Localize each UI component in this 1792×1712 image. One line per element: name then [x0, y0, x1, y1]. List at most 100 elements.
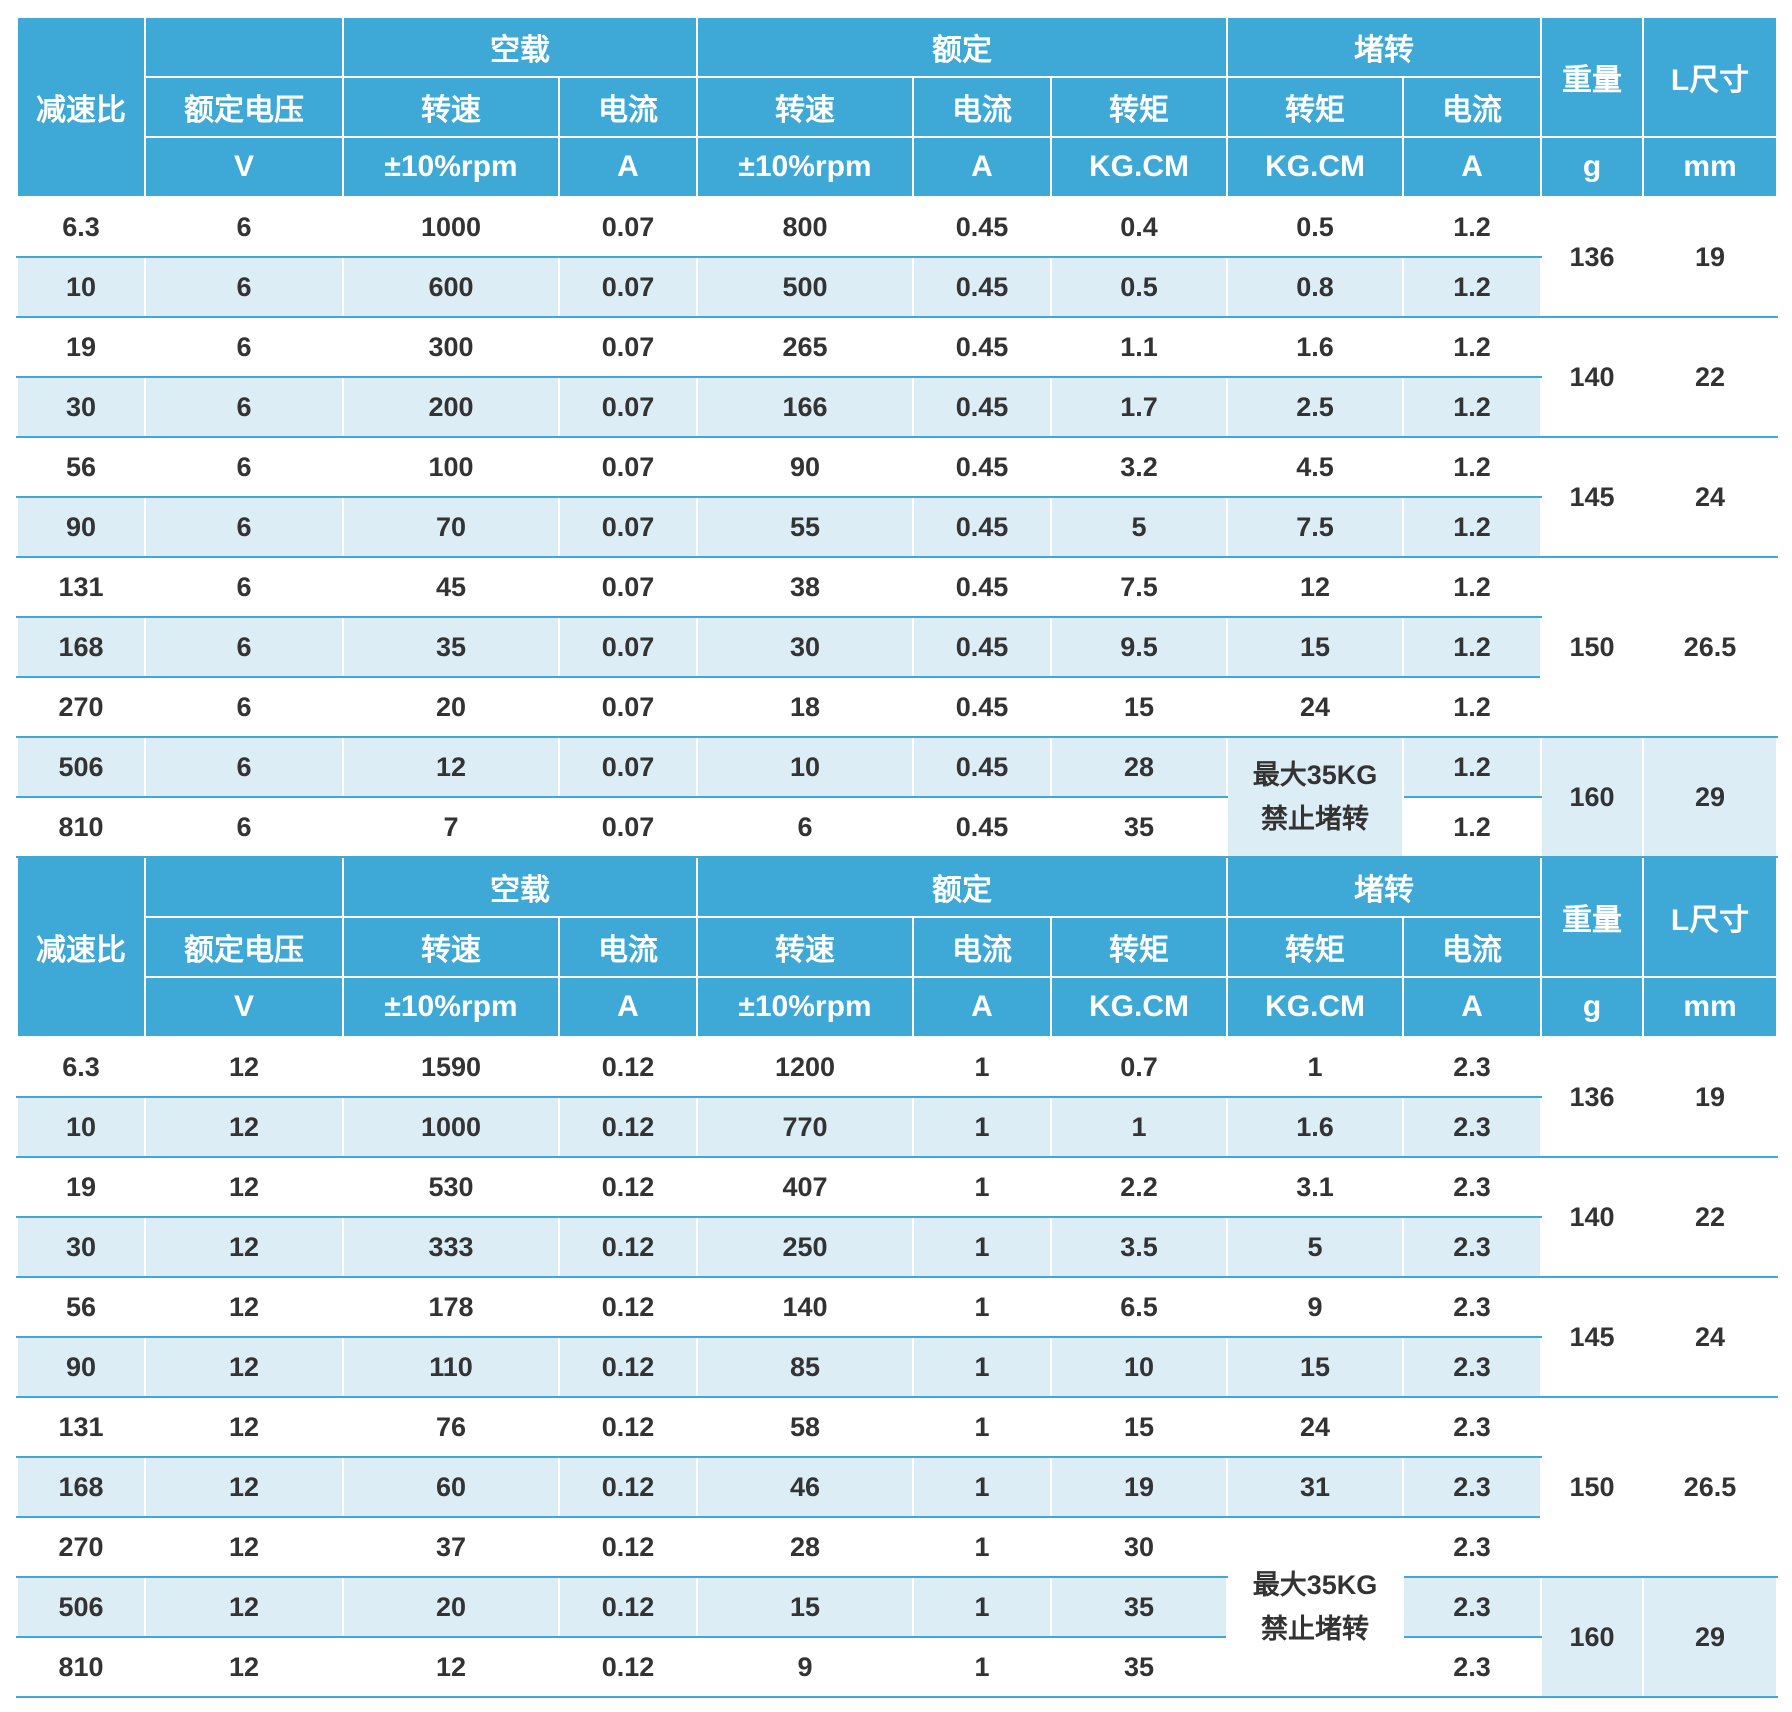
table-row: 19 12 530 0.12 407 1 2.2 3.1 2.3 140 22	[16, 1156, 1779, 1278]
unit-r-current: A	[912, 976, 1052, 1038]
cell-weight: 140	[1540, 1156, 1645, 1278]
unit-size: mm	[1642, 976, 1779, 1038]
cell-r-speed: 265	[696, 316, 914, 378]
cell-s-current: 1.2	[1402, 796, 1543, 858]
cell-nl-speed: 70	[342, 496, 560, 558]
cell-weight: 150	[1540, 556, 1645, 738]
cell-s-current: 2.3	[1402, 1396, 1543, 1458]
cell-nl-current: 0.07	[558, 736, 698, 798]
stall-note: 最大35KG 禁止堵转	[1226, 736, 1405, 858]
cell-s-current: 2.3	[1402, 1456, 1543, 1518]
cell-r-speed: 6	[696, 796, 914, 858]
header-size: L尺寸	[1642, 856, 1779, 978]
header-no-load: 空载	[342, 16, 698, 78]
cell-nl-current: 0.12	[558, 1216, 698, 1278]
cell-r-speed: 1200	[696, 1036, 914, 1098]
cell-r-current: 1	[912, 1456, 1052, 1518]
cell-ratio: 90	[16, 496, 146, 558]
cell-r-torque: 0.4	[1049, 196, 1229, 258]
table-6v-header: 减速比 空载 额定 堵转 重量 L尺寸 额定电压 转速 电流 转速 电流 转矩 …	[16, 16, 1779, 198]
cell-nl-speed: 76	[342, 1396, 560, 1458]
header-r-speed: 转速	[696, 76, 914, 138]
header-nl-current: 电流	[558, 76, 698, 138]
table-row: 810 12 12 0.12 9 1 35 2.3	[16, 1636, 1777, 1698]
table-row: 810 6 7 0.07 6 0.45 35 1.2	[16, 796, 1777, 858]
stall-note-line2: 禁止堵转	[1261, 1614, 1370, 1644]
cell-r-torque: 7.5	[1049, 556, 1229, 618]
table-row: 131 6 45 0.07 38 0.45 7.5 12 1.2 150 26.…	[16, 556, 1779, 738]
cell-s-torque: 1.6	[1226, 316, 1405, 378]
header-nl-speed: 转速	[342, 916, 560, 978]
unit-nl-speed: ±10%rpm	[342, 136, 560, 198]
cell-r-speed: 250	[696, 1216, 914, 1278]
cell-nl-speed: 20	[342, 1576, 560, 1638]
spec-sheet: 减速比 空载 额定 堵转 重量 L尺寸 额定电压 转速 电流 转速 电流 转矩 …	[16, 16, 1779, 1698]
cell-ratio: 19	[16, 1156, 146, 1218]
cell-r-current: 0.45	[912, 556, 1052, 618]
cell-s-current: 1.2	[1402, 496, 1543, 558]
cell-nl-speed: 600	[342, 256, 560, 318]
cell-size: 29	[1642, 736, 1779, 858]
cell-s-current: 2.3	[1402, 1156, 1543, 1218]
cell-r-speed: 770	[696, 1096, 914, 1158]
cell-ratio: 810	[16, 796, 146, 858]
cell-voltage: 12	[144, 1576, 344, 1638]
cell-ratio: 131	[16, 556, 146, 618]
cell-r-torque: 28	[1049, 736, 1229, 798]
cell-r-current: 0.45	[912, 196, 1052, 258]
unit-s-current: A	[1402, 136, 1543, 198]
cell-ratio: 168	[16, 1456, 146, 1518]
table-row: 90 12 110 0.12 85 1 10 15 2.3	[16, 1336, 1777, 1398]
table-row: 56 12 178 0.12 140 1 6.5 9 2.3 145 24	[16, 1276, 1779, 1398]
header-rated-voltage: 额定电压	[144, 76, 344, 138]
unit-nl-current: A	[558, 136, 698, 198]
cell-s-torque: 2.5	[1226, 376, 1405, 438]
table-6v-body: 6.3 6 1000 0.07 800 0.45 0.4 0.5 1.2 136…	[16, 196, 1779, 858]
cell-r-speed: 9	[696, 1636, 914, 1698]
cell-r-speed: 10	[696, 736, 914, 798]
cell-ratio: 6.3	[16, 196, 146, 258]
unit-weight: g	[1540, 136, 1645, 198]
cell-voltage: 6	[144, 616, 344, 678]
table-row: 168 12 60 0.12 46 1 19 31 2.3	[16, 1456, 1777, 1518]
cell-ratio: 10	[16, 256, 146, 318]
cell-s-torque: 0.5	[1226, 196, 1405, 258]
cell-r-torque: 35	[1049, 1576, 1229, 1638]
cell-r-speed: 15	[696, 1576, 914, 1638]
cell-s-current: 1.2	[1402, 436, 1543, 498]
table-row: 6.3 6 1000 0.07 800 0.45 0.4 0.5 1.2 136…	[16, 196, 1779, 318]
table-row: 168 6 35 0.07 30 0.45 9.5 15 1.2	[16, 616, 1777, 678]
unit-r-speed: ±10%rpm	[696, 136, 914, 198]
cell-ratio: 19	[16, 316, 146, 378]
cell-r-speed: 55	[696, 496, 914, 558]
cell-r-speed: 46	[696, 1456, 914, 1518]
cell-size: 22	[1642, 316, 1779, 438]
cell-s-torque: 15	[1226, 616, 1405, 678]
spec-table: 减速比 空载 额定 堵转 重量 L尺寸 额定电压 转速 电流 转速 电流 转矩 …	[16, 16, 1779, 1698]
header-nl-current: 电流	[558, 916, 698, 978]
header-s-torque: 转矩	[1226, 76, 1405, 138]
table-row: 10 6 600 0.07 500 0.45 0.5 0.8 1.2	[16, 256, 1777, 318]
cell-r-current: 0.45	[912, 616, 1052, 678]
cell-s-torque: 15	[1226, 1336, 1405, 1398]
cell-r-current: 0.45	[912, 316, 1052, 378]
cell-nl-speed: 178	[342, 1276, 560, 1338]
cell-r-speed: 28	[696, 1516, 914, 1578]
table-row: 270 12 37 0.12 28 1 30 最大35KG 禁止堵转 2.3	[16, 1516, 1777, 1698]
cell-size: 19	[1642, 196, 1779, 318]
cell-r-torque: 19	[1049, 1456, 1229, 1518]
cell-nl-speed: 35	[342, 616, 560, 678]
cell-s-torque: 1	[1226, 1036, 1405, 1098]
cell-r-torque: 15	[1049, 1396, 1229, 1458]
table-12v-header: 减速比 空载 额定 堵转 重量 L尺寸 额定电压 转速 电流 转速 电流 转矩 …	[16, 856, 1779, 1038]
cell-voltage: 6	[144, 376, 344, 438]
cell-weight: 160	[1540, 1576, 1645, 1698]
cell-r-speed: 407	[696, 1156, 914, 1218]
cell-nl-current: 0.07	[558, 376, 698, 438]
cell-r-speed: 30	[696, 616, 914, 678]
cell-nl-current: 0.12	[558, 1156, 698, 1218]
cell-r-torque: 35	[1049, 1636, 1229, 1698]
cell-ratio: 168	[16, 616, 146, 678]
cell-voltage: 12	[144, 1636, 344, 1698]
cell-nl-speed: 12	[342, 736, 560, 798]
